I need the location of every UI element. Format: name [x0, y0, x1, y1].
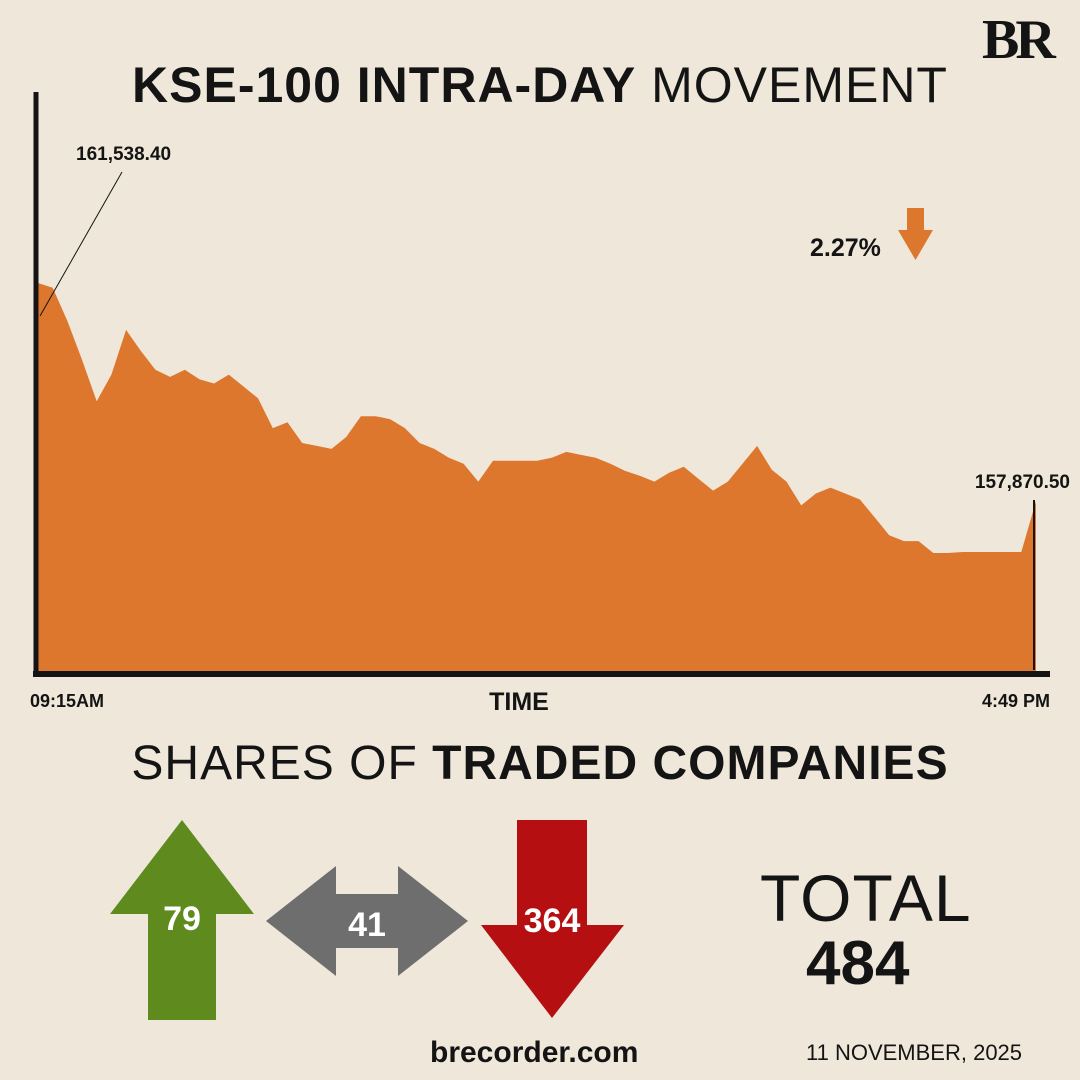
website-link[interactable]: brecorder.com [430, 1036, 639, 1069]
br-logo: BR [982, 9, 1056, 71]
x-start-label: 09:15AM [30, 691, 104, 711]
shares-title-bold: TRADED COMPANIES [432, 737, 949, 790]
advanced-count: 79 [163, 900, 201, 938]
chart-title-light: MOVEMENT [636, 57, 948, 113]
end-value-label: 157,870.50 [975, 472, 1070, 493]
unchanged-count: 41 [348, 906, 386, 944]
date-label: 11 NOVEMBER, 2025 [806, 1040, 1023, 1065]
declined-count: 364 [524, 902, 581, 940]
start-value-label: 161,538.40 [76, 144, 171, 165]
x-end-label: 4:49 PM [982, 691, 1050, 711]
total-value: 484 [806, 929, 910, 998]
up-arrow-icon [110, 820, 254, 1020]
shares-title-light: SHARES OF [131, 737, 433, 790]
intraday-chart: 161,538.40 157,870.50 2.27% 09:15AM 4:49… [30, 92, 1070, 716]
shares-arrows: 79 41 364 [110, 820, 624, 1020]
unchanged-arrow-icon [266, 866, 468, 976]
total-label: TOTAL [760, 861, 972, 935]
start-value-leader [39, 171, 123, 317]
chart-title-bold: KSE-100 INTRA-DAY [132, 57, 637, 113]
declined-arrow-icon [481, 820, 624, 1018]
intraday-area-series [38, 283, 1036, 672]
chart-title: KSE-100 INTRA-DAY MOVEMENT [0, 56, 1080, 114]
change-percent-label: 2.27% [810, 234, 881, 262]
down-arrow-icon [898, 208, 933, 260]
shares-title: SHARES OF TRADED COMPANIES [0, 736, 1080, 791]
x-axis-title: TIME [489, 688, 549, 716]
